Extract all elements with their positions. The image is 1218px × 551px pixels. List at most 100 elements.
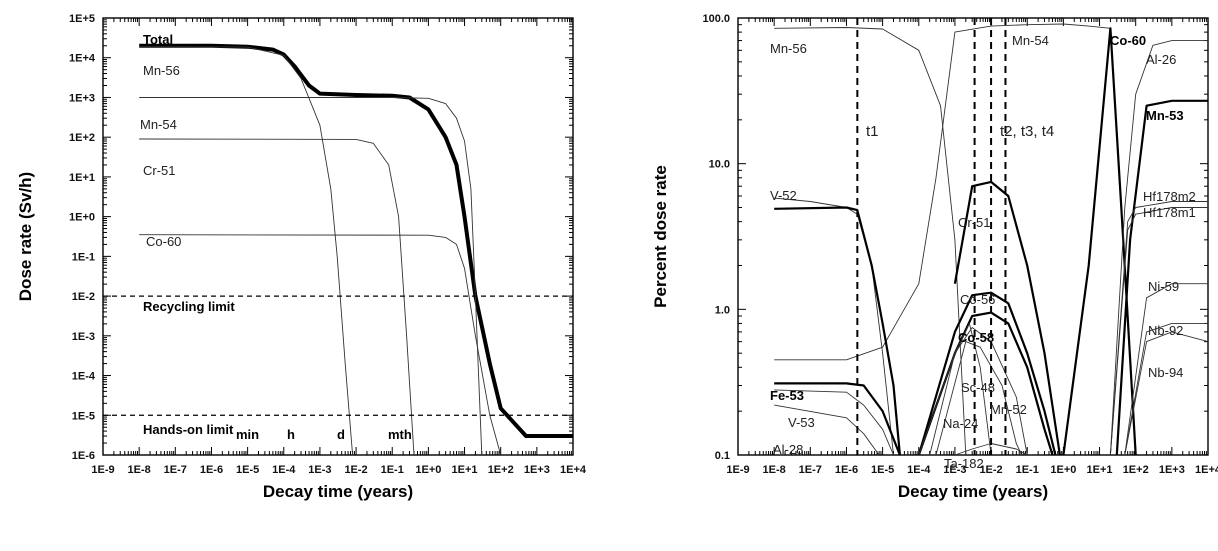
y-tick-label: 1E-3 bbox=[72, 331, 95, 343]
series-annotation: Nb-92 bbox=[1148, 323, 1183, 338]
series-line-fe-53 bbox=[774, 382, 901, 455]
series-annotation: min bbox=[236, 427, 259, 442]
reference-line-label: Hands-on limit bbox=[143, 422, 234, 437]
axis-ticks bbox=[102, 18, 574, 456]
series-line-nb-92 bbox=[1124, 322, 1208, 455]
series-annotation: V-52 bbox=[770, 188, 797, 203]
series-annotation: Total bbox=[143, 32, 173, 47]
x-tick-label: 1E+4 bbox=[560, 464, 587, 476]
series-line-sc-48 bbox=[929, 327, 1028, 455]
y-tick-label: 0.1 bbox=[715, 450, 730, 462]
x-tick-label: 1E-1 bbox=[1016, 464, 1039, 476]
y-axis-title: Dose rate (Sv/h) bbox=[16, 172, 35, 301]
x-tick-label: 1E-2 bbox=[344, 464, 367, 476]
plot-frame bbox=[737, 17, 1209, 456]
x-tick-label: 1E+3 bbox=[1159, 464, 1185, 476]
x-tick-label: 1E-5 bbox=[871, 464, 894, 476]
x-tick-label: 1E+3 bbox=[524, 464, 550, 476]
x-tick-label: 1E+2 bbox=[1123, 464, 1149, 476]
series-annotation: Ta-182 bbox=[944, 456, 984, 471]
series-annotation: Fe-53 bbox=[770, 388, 804, 403]
y-tick-label: 1E-6 bbox=[72, 450, 95, 462]
series-line-co-56 bbox=[917, 291, 1057, 455]
plot-area bbox=[774, 18, 1208, 455]
series-line-cr-51 bbox=[139, 138, 415, 455]
series-line-na-24 bbox=[918, 322, 992, 455]
series-annotation: Mn-56 bbox=[770, 41, 807, 56]
series-line-mn-53 bbox=[1115, 99, 1208, 455]
series-line-total bbox=[139, 43, 573, 438]
time-marker-label: t1 bbox=[866, 123, 879, 140]
plot-area bbox=[103, 43, 573, 455]
series-annotation: Na-24 bbox=[943, 416, 978, 431]
x-tick-label: 1E+4 bbox=[1195, 464, 1218, 476]
series-line-mn-54 bbox=[139, 97, 483, 455]
y-tick-label: 1E-2 bbox=[72, 291, 95, 303]
y-tick-label: 1E+3 bbox=[69, 92, 95, 104]
series-line-nb-94 bbox=[1124, 331, 1208, 455]
x-tick-label: 1E-4 bbox=[907, 464, 931, 476]
dose-rate-chart: 1E-9 1E-8 1E-7 1E-6 1E-5 1E-4 1E-3 1E-2 1E-1 1E+0… bbox=[16, 13, 587, 501]
x-axis-title: Decay time (years) bbox=[898, 482, 1048, 501]
x-tick-label: 1E+0 bbox=[415, 464, 441, 476]
time-marker-label: t2, t3, t4 bbox=[1000, 123, 1054, 140]
series-annotation: Cr-51 bbox=[143, 163, 176, 178]
series-annotation: Co-60 bbox=[146, 234, 181, 249]
x-tick-label: 1E-9 bbox=[726, 464, 749, 476]
y-tick-label: 100.0 bbox=[702, 13, 730, 25]
y-tick-label: 10.0 bbox=[709, 159, 730, 171]
x-tick-label: 1E-8 bbox=[763, 464, 786, 476]
y-tick-label: 1E+4 bbox=[69, 53, 96, 65]
x-tick-label: 1E-7 bbox=[164, 464, 187, 476]
x-tick-label: 1E-1 bbox=[381, 464, 404, 476]
series-annotation: Mn-56 bbox=[143, 63, 180, 78]
x-tick-label: 1E-6 bbox=[200, 464, 223, 476]
series-line-v-53 bbox=[774, 389, 894, 455]
series-annotation: V-53 bbox=[788, 415, 815, 430]
y-tick-label: 1E+5 bbox=[69, 13, 95, 25]
series-annotation: Cr-51 bbox=[958, 215, 991, 230]
series-annotation: Co-58 bbox=[958, 330, 994, 345]
series-line-co-60 bbox=[139, 234, 502, 455]
x-axis-title: Decay time (years) bbox=[263, 482, 413, 501]
reference-line-label: Recycling limit bbox=[143, 299, 235, 314]
y-tick-label: 1E+2 bbox=[69, 132, 95, 144]
x-tick-label: 1E+1 bbox=[1087, 464, 1113, 476]
y-tick-label: 1E+0 bbox=[69, 212, 95, 224]
series-annotation: Nb-94 bbox=[1148, 365, 1183, 380]
x-tick-label: 1E-3 bbox=[308, 464, 331, 476]
series-line-co-60 bbox=[1062, 27, 1137, 455]
y-axis-title: Percent dose rate bbox=[651, 165, 670, 308]
series-annotation: Sc-48 bbox=[961, 380, 995, 395]
series-line-ni-59 bbox=[1124, 283, 1208, 455]
series-line-al-28 bbox=[774, 404, 880, 455]
x-tick-label: 1E-9 bbox=[91, 464, 114, 476]
series-annotation: h bbox=[287, 427, 295, 442]
y-tick-label: 1.0 bbox=[715, 304, 730, 316]
series-annotation: mth bbox=[388, 427, 412, 442]
y-tick-label: 1E-1 bbox=[72, 251, 95, 263]
x-tick-label: 1E-2 bbox=[979, 464, 1002, 476]
series-line-cr-51-peak- bbox=[953, 180, 1061, 455]
series-annotation: Al-26 bbox=[1146, 52, 1176, 67]
y-tick-label: 1E+1 bbox=[69, 172, 95, 184]
series-annotation: d bbox=[337, 427, 345, 442]
x-tick-label: 1E-5 bbox=[236, 464, 259, 476]
y-tick-label: 1E-4 bbox=[72, 371, 96, 383]
series-annotation: Hf178m1 bbox=[1143, 205, 1196, 220]
x-tick-label: 1E-3 bbox=[943, 464, 966, 476]
series-line-hf178m1 bbox=[1109, 207, 1208, 455]
x-tick-label: 1E-6 bbox=[835, 464, 858, 476]
x-tick-label: 1E+2 bbox=[488, 464, 514, 476]
series-annotation: Hf178m2 bbox=[1143, 189, 1196, 204]
series-line-mn-52 bbox=[935, 341, 1023, 455]
series-annotation: Mn-54 bbox=[1012, 33, 1049, 48]
x-tick-label: 1E-4 bbox=[272, 464, 296, 476]
series-line-al-26 bbox=[1109, 40, 1208, 455]
x-tick-label: 1E-7 bbox=[799, 464, 822, 476]
series-line-cr-51 bbox=[774, 206, 901, 455]
series-annotation: Mn-54 bbox=[140, 117, 177, 132]
x-tick-label: 1E+0 bbox=[1050, 464, 1076, 476]
x-tick-label: 1E-8 bbox=[128, 464, 151, 476]
